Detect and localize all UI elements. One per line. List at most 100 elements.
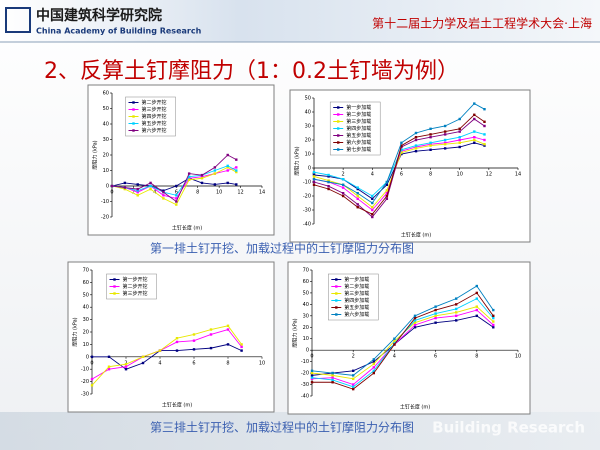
data-point xyxy=(483,133,486,136)
data-point xyxy=(352,374,355,377)
x-tick-label: 2 xyxy=(342,172,345,178)
data-point xyxy=(458,127,461,130)
legend-marker xyxy=(337,148,340,151)
data-point xyxy=(352,383,355,386)
legend-marker xyxy=(113,278,116,281)
legend-marker xyxy=(335,313,338,316)
y-tick-label: -20 xyxy=(301,371,309,377)
y-axis-label: 摩阻力 (kPa) xyxy=(92,140,99,169)
legend-marker xyxy=(337,106,340,109)
data-point xyxy=(400,152,403,156)
data-point xyxy=(226,166,229,169)
data-point xyxy=(455,314,458,318)
legend-marker xyxy=(337,120,340,123)
data-point xyxy=(341,183,345,186)
data-point xyxy=(149,184,152,188)
data-point xyxy=(475,291,478,295)
data-point xyxy=(352,377,355,381)
data-point xyxy=(240,345,243,349)
data-point xyxy=(235,170,238,174)
data-point xyxy=(327,187,330,191)
data-point xyxy=(162,197,165,200)
x-tick-label: 2 xyxy=(352,354,355,360)
data-point xyxy=(414,136,418,139)
data-point xyxy=(226,343,230,346)
data-point xyxy=(327,185,330,188)
data-point xyxy=(209,333,213,336)
legend-label: 第一步开挖 xyxy=(123,276,148,283)
data-point xyxy=(331,376,334,379)
data-point xyxy=(413,314,417,318)
data-point xyxy=(434,314,437,318)
data-point xyxy=(429,148,432,151)
data-point xyxy=(187,177,191,180)
data-point xyxy=(455,303,458,306)
data-point xyxy=(492,314,495,318)
x-tick-label: 0 xyxy=(310,354,313,360)
data-point xyxy=(413,316,417,320)
data-point xyxy=(475,314,478,318)
data-point xyxy=(393,337,396,340)
data-point xyxy=(226,164,229,168)
data-point xyxy=(443,133,447,136)
legend-label: 第四步加载 xyxy=(346,125,371,132)
x-tick-label: 12 xyxy=(237,190,243,196)
x-tick-label: 10 xyxy=(259,360,265,366)
legend-marker xyxy=(337,134,340,137)
data-point xyxy=(475,308,478,312)
y-tick-label: 0 xyxy=(86,354,89,360)
data-point xyxy=(175,200,178,203)
data-point xyxy=(123,187,127,191)
data-point xyxy=(141,355,145,358)
data-point xyxy=(413,326,417,329)
x-tick-label: 10 xyxy=(457,172,463,178)
data-point xyxy=(209,346,213,350)
data-point xyxy=(414,144,418,147)
data-point xyxy=(175,337,179,340)
data-point xyxy=(372,366,375,369)
legend-marker xyxy=(335,299,338,302)
data-point xyxy=(136,189,139,192)
data-point xyxy=(475,305,478,308)
y-tick-label: -40 xyxy=(303,222,311,228)
data-point xyxy=(226,181,229,185)
data-point xyxy=(483,143,486,146)
legend-marker xyxy=(113,285,116,288)
data-point xyxy=(356,192,359,195)
data-point xyxy=(226,153,229,157)
chart: -40-30-20-100102030405002468101214土钉长度 (… xyxy=(289,89,531,243)
data-point xyxy=(455,307,458,311)
data-point xyxy=(235,183,238,186)
x-tick-label: 14 xyxy=(515,172,521,178)
data-point xyxy=(149,181,152,185)
data-point xyxy=(458,141,461,144)
caption: 第一排土钉开挖、加载过程中的土钉摩阻力分布图 xyxy=(150,241,414,256)
data-point xyxy=(331,381,334,384)
data-point xyxy=(226,324,230,327)
legend-label: 第二步加载 xyxy=(344,283,369,290)
data-point xyxy=(429,143,432,146)
y-tick-label: 70 xyxy=(83,268,89,274)
data-point xyxy=(310,369,314,372)
data-point xyxy=(107,368,111,371)
x-tick-label: 0 xyxy=(110,190,113,196)
data-point xyxy=(473,113,476,116)
data-point xyxy=(414,138,418,142)
data-point xyxy=(312,180,316,184)
y-tick-label: -10 xyxy=(81,367,89,373)
x-tick-label: 8 xyxy=(196,190,199,196)
legend-marker xyxy=(335,278,338,281)
data-point xyxy=(352,385,355,389)
data-point xyxy=(429,141,432,144)
data-point xyxy=(235,169,238,172)
data-point xyxy=(310,371,314,375)
data-point xyxy=(371,194,374,198)
y-tick-label: 10 xyxy=(303,336,309,342)
data-point xyxy=(400,150,403,153)
data-point xyxy=(458,145,461,149)
data-point xyxy=(443,147,447,150)
y-tick-label: 40 xyxy=(303,302,309,308)
data-point xyxy=(312,175,316,178)
